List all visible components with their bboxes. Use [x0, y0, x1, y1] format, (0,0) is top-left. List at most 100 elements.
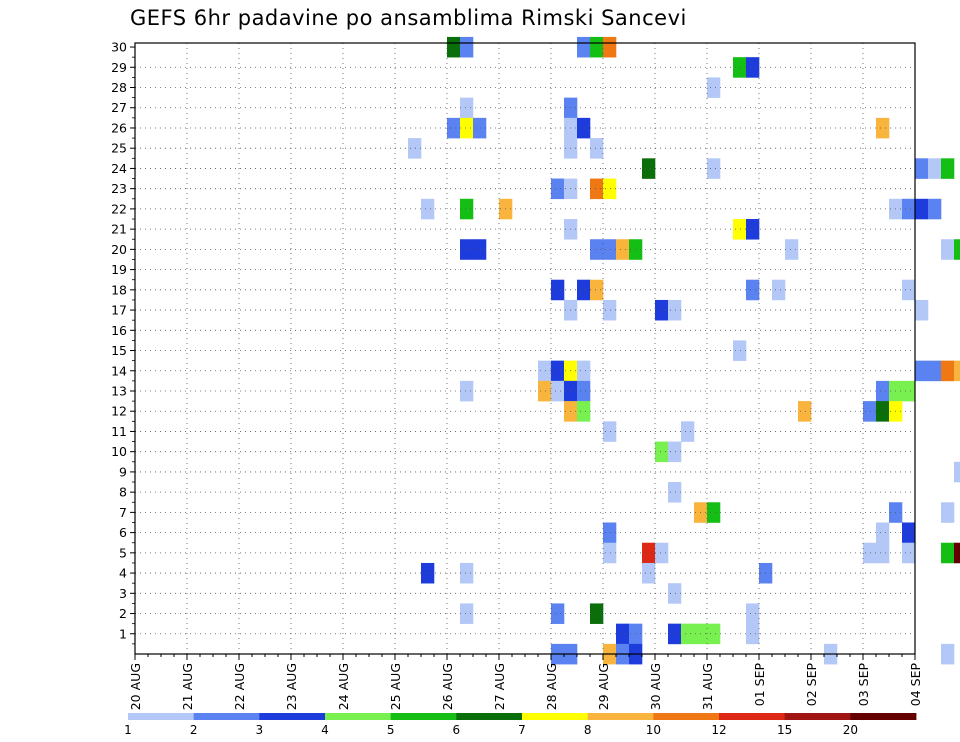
data-cell [902, 542, 916, 564]
data-cell [863, 401, 877, 422]
data-cell [733, 340, 747, 361]
data-cell [915, 299, 929, 321]
legend-label: 5 [387, 723, 395, 737]
data-cell [681, 623, 695, 645]
legend-label: 20 [843, 723, 858, 737]
data-cell [447, 117, 461, 139]
y-tick-label: 6 [119, 525, 127, 540]
data-cell [746, 219, 760, 240]
data-cell [668, 441, 682, 463]
legend-label: 3 [256, 723, 264, 737]
data-cell [876, 522, 890, 544]
data-cells [408, 36, 960, 665]
data-cell [616, 623, 630, 645]
data-cell [902, 198, 916, 220]
data-cell [915, 158, 929, 179]
y-tick-label: 14 [111, 363, 127, 378]
data-cell [460, 239, 474, 260]
data-cell [954, 461, 960, 483]
y-tick-label: 7 [119, 505, 127, 520]
y-tick-label: 23 [111, 181, 127, 196]
data-cell [655, 299, 669, 321]
data-cell [473, 239, 487, 260]
data-cell [876, 542, 890, 564]
data-cell [954, 239, 960, 260]
data-cell [642, 562, 656, 584]
x-tick-label: 02 SEP [804, 663, 819, 707]
data-cell [668, 623, 682, 645]
y-tick-label: 26 [111, 120, 127, 135]
data-cell [642, 158, 656, 179]
data-cell [876, 401, 890, 422]
data-cell [746, 57, 760, 78]
y-tick-label: 1 [119, 626, 127, 641]
y-tick-label: 29 [111, 60, 127, 75]
legend-label: 15 [777, 723, 792, 737]
data-cell [551, 178, 565, 200]
data-cell [460, 36, 474, 58]
y-tick-label: 22 [111, 201, 127, 216]
data-cell [928, 158, 942, 179]
data-cell [915, 360, 929, 382]
y-tick-label: 5 [119, 545, 127, 560]
data-cell [577, 360, 591, 382]
y-tick-label: 18 [111, 282, 127, 297]
x-tick-label: 04 SEP [908, 663, 923, 707]
data-cell [798, 401, 812, 422]
y-tick-label: 12 [111, 404, 127, 419]
y-tick-label: 3 [119, 586, 127, 601]
data-cell [460, 562, 474, 584]
data-cell [772, 279, 786, 301]
data-cell [603, 178, 617, 200]
x-tick-label: 22 AUG [232, 663, 247, 710]
legend-label: 10 [646, 723, 661, 737]
data-cell [590, 36, 604, 58]
x-tick-label: 25 AUG [388, 663, 403, 710]
x-tick-label: 26 AUG [440, 663, 455, 710]
y-tick-label: 27 [111, 100, 127, 115]
legend-swatch [259, 713, 326, 720]
y-tick-label: 21 [111, 222, 127, 237]
data-cell [421, 198, 435, 220]
data-cell [577, 401, 591, 422]
data-cell [603, 421, 617, 442]
legend-label: 8 [584, 723, 592, 737]
data-cell [551, 279, 565, 301]
data-cell [603, 299, 617, 321]
legend-swatch [587, 713, 654, 720]
data-cell [460, 97, 474, 119]
data-cell [707, 77, 721, 98]
data-cell [460, 380, 474, 402]
data-cell [590, 138, 604, 159]
data-cell [538, 360, 552, 382]
data-cell [915, 198, 929, 220]
data-cell [460, 603, 474, 624]
data-cell [603, 542, 617, 564]
y-tick-label: 2 [119, 606, 127, 621]
y-axis: 1234567891011121314151617181920212223242… [111, 40, 135, 645]
y-tick-label: 15 [111, 343, 127, 358]
legend-label: 1 [124, 723, 132, 737]
y-tick-label: 17 [111, 303, 127, 318]
legend-swatch [390, 713, 457, 720]
data-cell [928, 360, 942, 382]
data-cell [876, 380, 890, 402]
y-tick-label: 24 [111, 161, 127, 176]
data-cell [668, 482, 682, 503]
data-cell [941, 360, 955, 382]
data-cell [655, 542, 669, 564]
legend-swatch [653, 713, 720, 720]
data-cell [603, 36, 617, 58]
legend-swatch [784, 713, 851, 720]
data-cell [941, 239, 955, 260]
data-cell [577, 117, 591, 139]
data-cell [876, 117, 890, 139]
data-cell [642, 542, 656, 564]
x-tick-label: 21 AUG [180, 663, 195, 710]
grid-lines [135, 43, 915, 654]
legend-swatch [719, 713, 786, 720]
data-cell [707, 623, 721, 645]
y-tick-label: 28 [111, 80, 127, 95]
data-cell [733, 57, 747, 78]
